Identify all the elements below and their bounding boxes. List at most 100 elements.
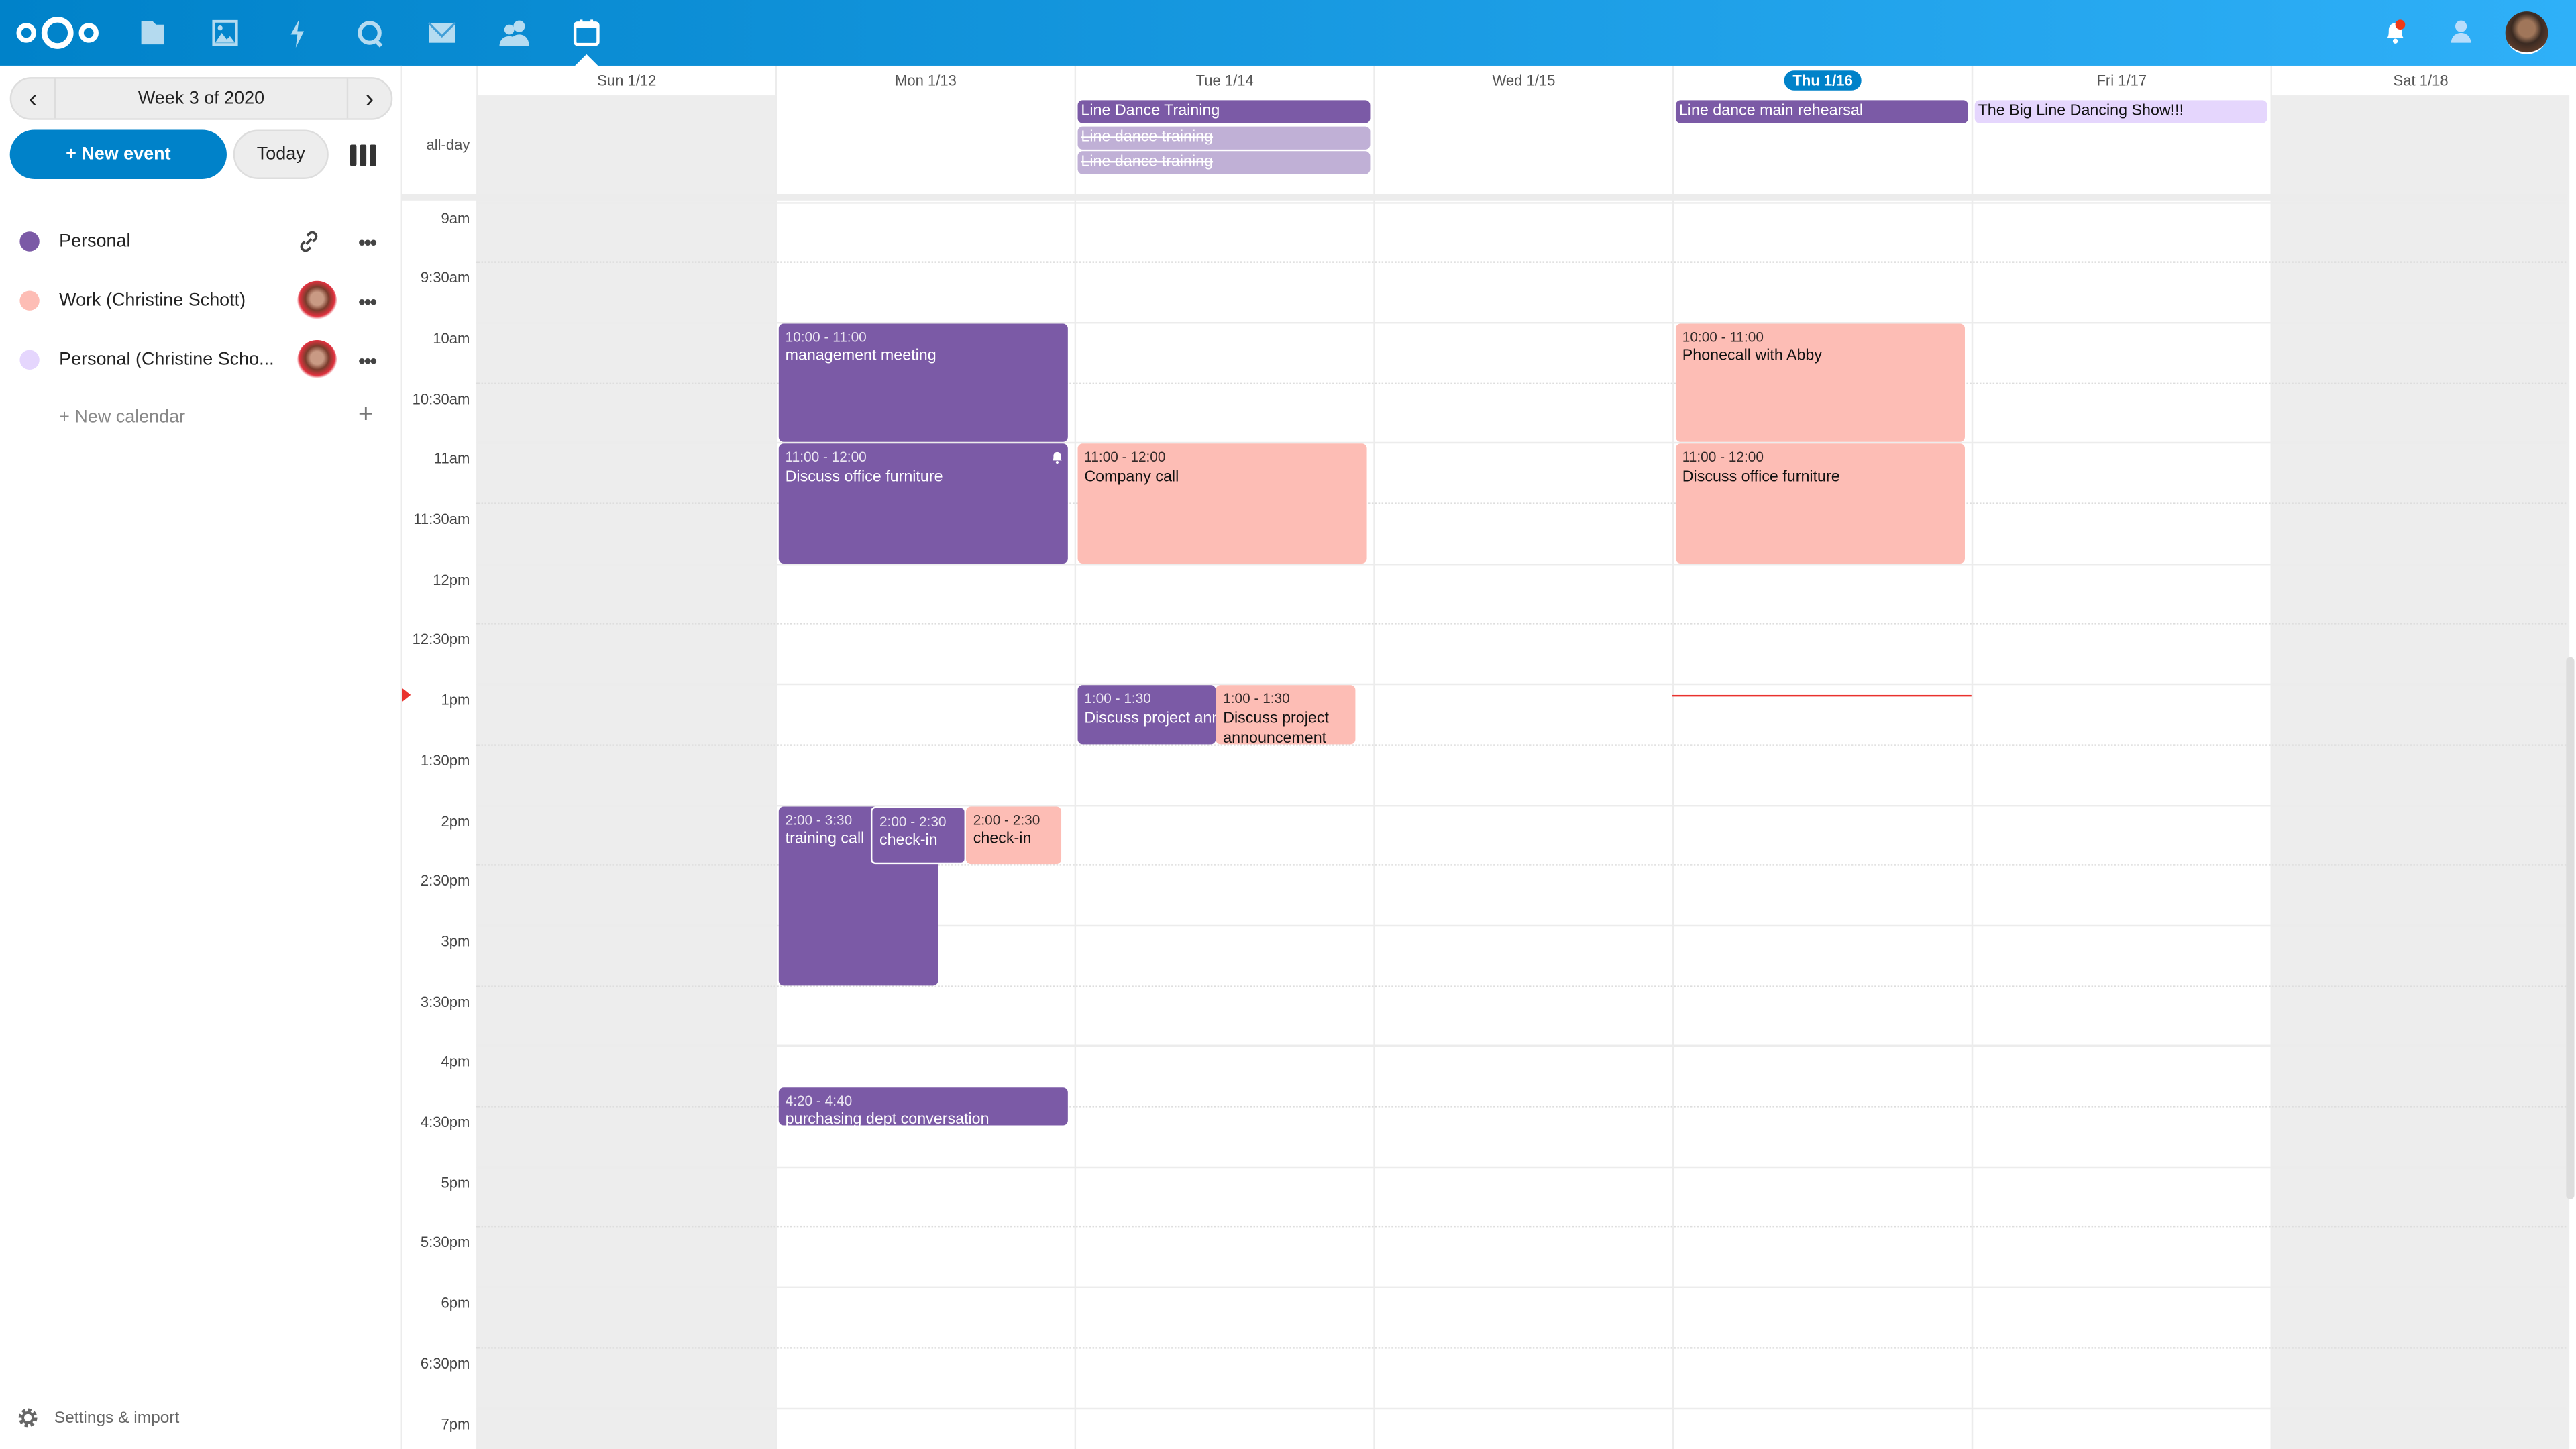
view-switcher-week-icon[interactable] — [350, 144, 376, 166]
grid-line — [476, 442, 2567, 444]
day-header[interactable]: Thu 1/16 — [1672, 65, 1972, 96]
event-title: purchasing dept conversation — [785, 1111, 989, 1126]
calendar-week-view: all-day Sun 1/12 Mon 1/13 Tue 1/14 Wed 1/15… — [402, 65, 2576, 1449]
day-header-label[interactable]: Mon 1/13 — [895, 72, 957, 89]
calendar-item-personal-shared[interactable]: Personal (Christine Scho... ••• — [0, 335, 402, 384]
event-time: 1:00 - 1:30 — [1223, 690, 1290, 707]
event-time: 11:00 - 12:00 — [1682, 449, 1764, 466]
talk-icon[interactable] — [354, 16, 386, 49]
day-header-label[interactable]: Tue 1/14 — [1195, 72, 1254, 89]
scrollbar[interactable] — [2566, 657, 2575, 1199]
calendar-name: Work (Christine Schott) — [59, 290, 246, 311]
grid-line — [476, 623, 2567, 625]
grid-line — [476, 1226, 2567, 1228]
all-day-event[interactable]: Line dance training — [1077, 125, 1371, 149]
more-options-icon[interactable]: ••• — [358, 288, 377, 313]
calendar-event[interactable]: 11:00 - 12:00 Discuss office furniture — [1675, 443, 1965, 564]
active-app-indicator — [575, 54, 598, 66]
day-column[interactable] — [476, 95, 775, 1449]
all-day-event[interactable]: Line Dance Training — [1077, 100, 1371, 123]
day-header[interactable]: Tue 1/14 — [1074, 65, 1374, 96]
previous-week-button[interactable]: ‹ — [28, 85, 38, 113]
calendar-event[interactable]: 2:00 - 2:30 check-in — [966, 806, 1063, 865]
event-title: training call — [785, 829, 865, 848]
calendar-event[interactable]: 10:00 - 11:00 Phonecall with Abby — [1675, 323, 1965, 443]
time-label: 10:30am — [412, 390, 470, 407]
event-title: Phonecall with Abby — [1682, 347, 1822, 366]
calendar-item-work[interactable]: Work (Christine Schott) ••• — [0, 276, 402, 325]
event-title: check-in — [973, 829, 1032, 848]
more-options-icon[interactable]: ••• — [358, 347, 377, 372]
grid-line — [476, 684, 2567, 686]
day-header[interactable]: Fri 1/17 — [1971, 65, 2271, 96]
share-link-icon[interactable] — [296, 228, 322, 254]
new-event-button[interactable]: + New event — [9, 129, 227, 179]
calendar-color-dot[interactable] — [19, 231, 40, 252]
day-header[interactable]: Sat 1/18 — [2270, 65, 2569, 96]
time-label: 7pm — [441, 1415, 470, 1432]
all-day-event[interactable]: Line dance training — [1077, 151, 1371, 174]
event-time: 2:00 - 3:30 — [785, 810, 853, 828]
day-header-label[interactable]: Thu 1/16 — [1784, 70, 1862, 91]
current-time-line — [1672, 695, 1972, 698]
photos-icon[interactable] — [209, 16, 241, 49]
day-header[interactable]: Mon 1/13 — [775, 65, 1075, 96]
next-week-button[interactable]: › — [365, 85, 374, 113]
calendar-icon[interactable] — [570, 16, 603, 49]
day-column[interactable] — [2270, 95, 2570, 1449]
today-button[interactable]: Today — [233, 129, 329, 179]
grid-line — [476, 382, 2567, 384]
time-label: 2:30pm — [420, 872, 470, 890]
notifications-icon[interactable] — [2382, 18, 2408, 44]
all-day-label: all-day — [426, 136, 470, 153]
calendar-color-dot[interactable] — [19, 350, 40, 370]
new-calendar-button[interactable]: + New calendar — [59, 407, 186, 427]
time-label: 3:30pm — [420, 993, 470, 1010]
all-day-event[interactable]: The Big Line Dancing Show!!! — [1974, 100, 2267, 123]
day-column[interactable] — [1971, 95, 2271, 1449]
event-time: 11:00 - 12:00 — [1084, 449, 1166, 466]
day-header[interactable]: Sun 1/12 — [476, 65, 775, 96]
contacts-icon[interactable] — [498, 16, 531, 49]
day-header[interactable]: Wed 1/15 — [1373, 65, 1672, 96]
plus-icon[interactable]: + — [358, 400, 374, 429]
day-column[interactable] — [1074, 95, 1374, 1449]
day-header-label[interactable]: Wed 1/15 — [1492, 72, 1556, 89]
mail-icon[interactable] — [425, 16, 458, 49]
contacts-menu-icon[interactable] — [2447, 18, 2473, 44]
event-time: 4:20 - 4:40 — [785, 1091, 853, 1109]
grid-line — [476, 804, 2567, 806]
calendar-event[interactable]: 10:00 - 11:00 management meeting — [778, 323, 1068, 443]
activity-icon[interactable] — [281, 16, 314, 49]
event-title: Company call — [1084, 468, 1179, 486]
calendar-event[interactable]: 11:00 - 12:00 Company call — [1077, 443, 1367, 564]
files-icon[interactable] — [136, 16, 169, 49]
time-label: 3pm — [441, 932, 470, 950]
calendar-item-personal[interactable]: Personal ••• — [0, 217, 402, 266]
more-options-icon[interactable]: ••• — [358, 229, 377, 254]
week-picker[interactable]: Week 3 of 2020 — [54, 78, 349, 119]
day-column[interactable] — [775, 95, 1075, 1449]
day-header-label[interactable]: Sun 1/12 — [597, 72, 657, 89]
nextcloud-logo[interactable] — [15, 13, 100, 53]
time-label: 4pm — [441, 1053, 470, 1071]
user-avatar[interactable] — [2505, 11, 2548, 54]
calendar-event[interactable]: 2:00 - 2:30 check-in — [871, 806, 967, 865]
time-label: 12:30pm — [412, 631, 470, 648]
event-title: Discuss project announcement — [1223, 708, 1329, 744]
day-column[interactable] — [1672, 95, 1972, 1449]
event-title: Discuss office furniture — [1682, 468, 1840, 486]
day-header-label[interactable]: Sat 1/18 — [2393, 72, 2449, 89]
calendar-event[interactable]: 4:20 - 4:40 purchasing dept conversation — [778, 1087, 1068, 1126]
time-label: 1pm — [441, 692, 470, 708]
all-day-event[interactable]: Line dance main rehearsal — [1675, 100, 1968, 123]
settings-label: Settings & import — [54, 1409, 180, 1427]
grid-line — [476, 1346, 2567, 1349]
settings-button[interactable]: Settings & import — [16, 1406, 179, 1429]
day-column[interactable] — [1373, 95, 1672, 1449]
calendar-event[interactable]: 11:00 - 12:00 Discuss office furniture — [778, 443, 1068, 564]
calendar-color-dot[interactable] — [19, 290, 40, 311]
day-header-label[interactable]: Fri 1/17 — [2096, 72, 2147, 89]
